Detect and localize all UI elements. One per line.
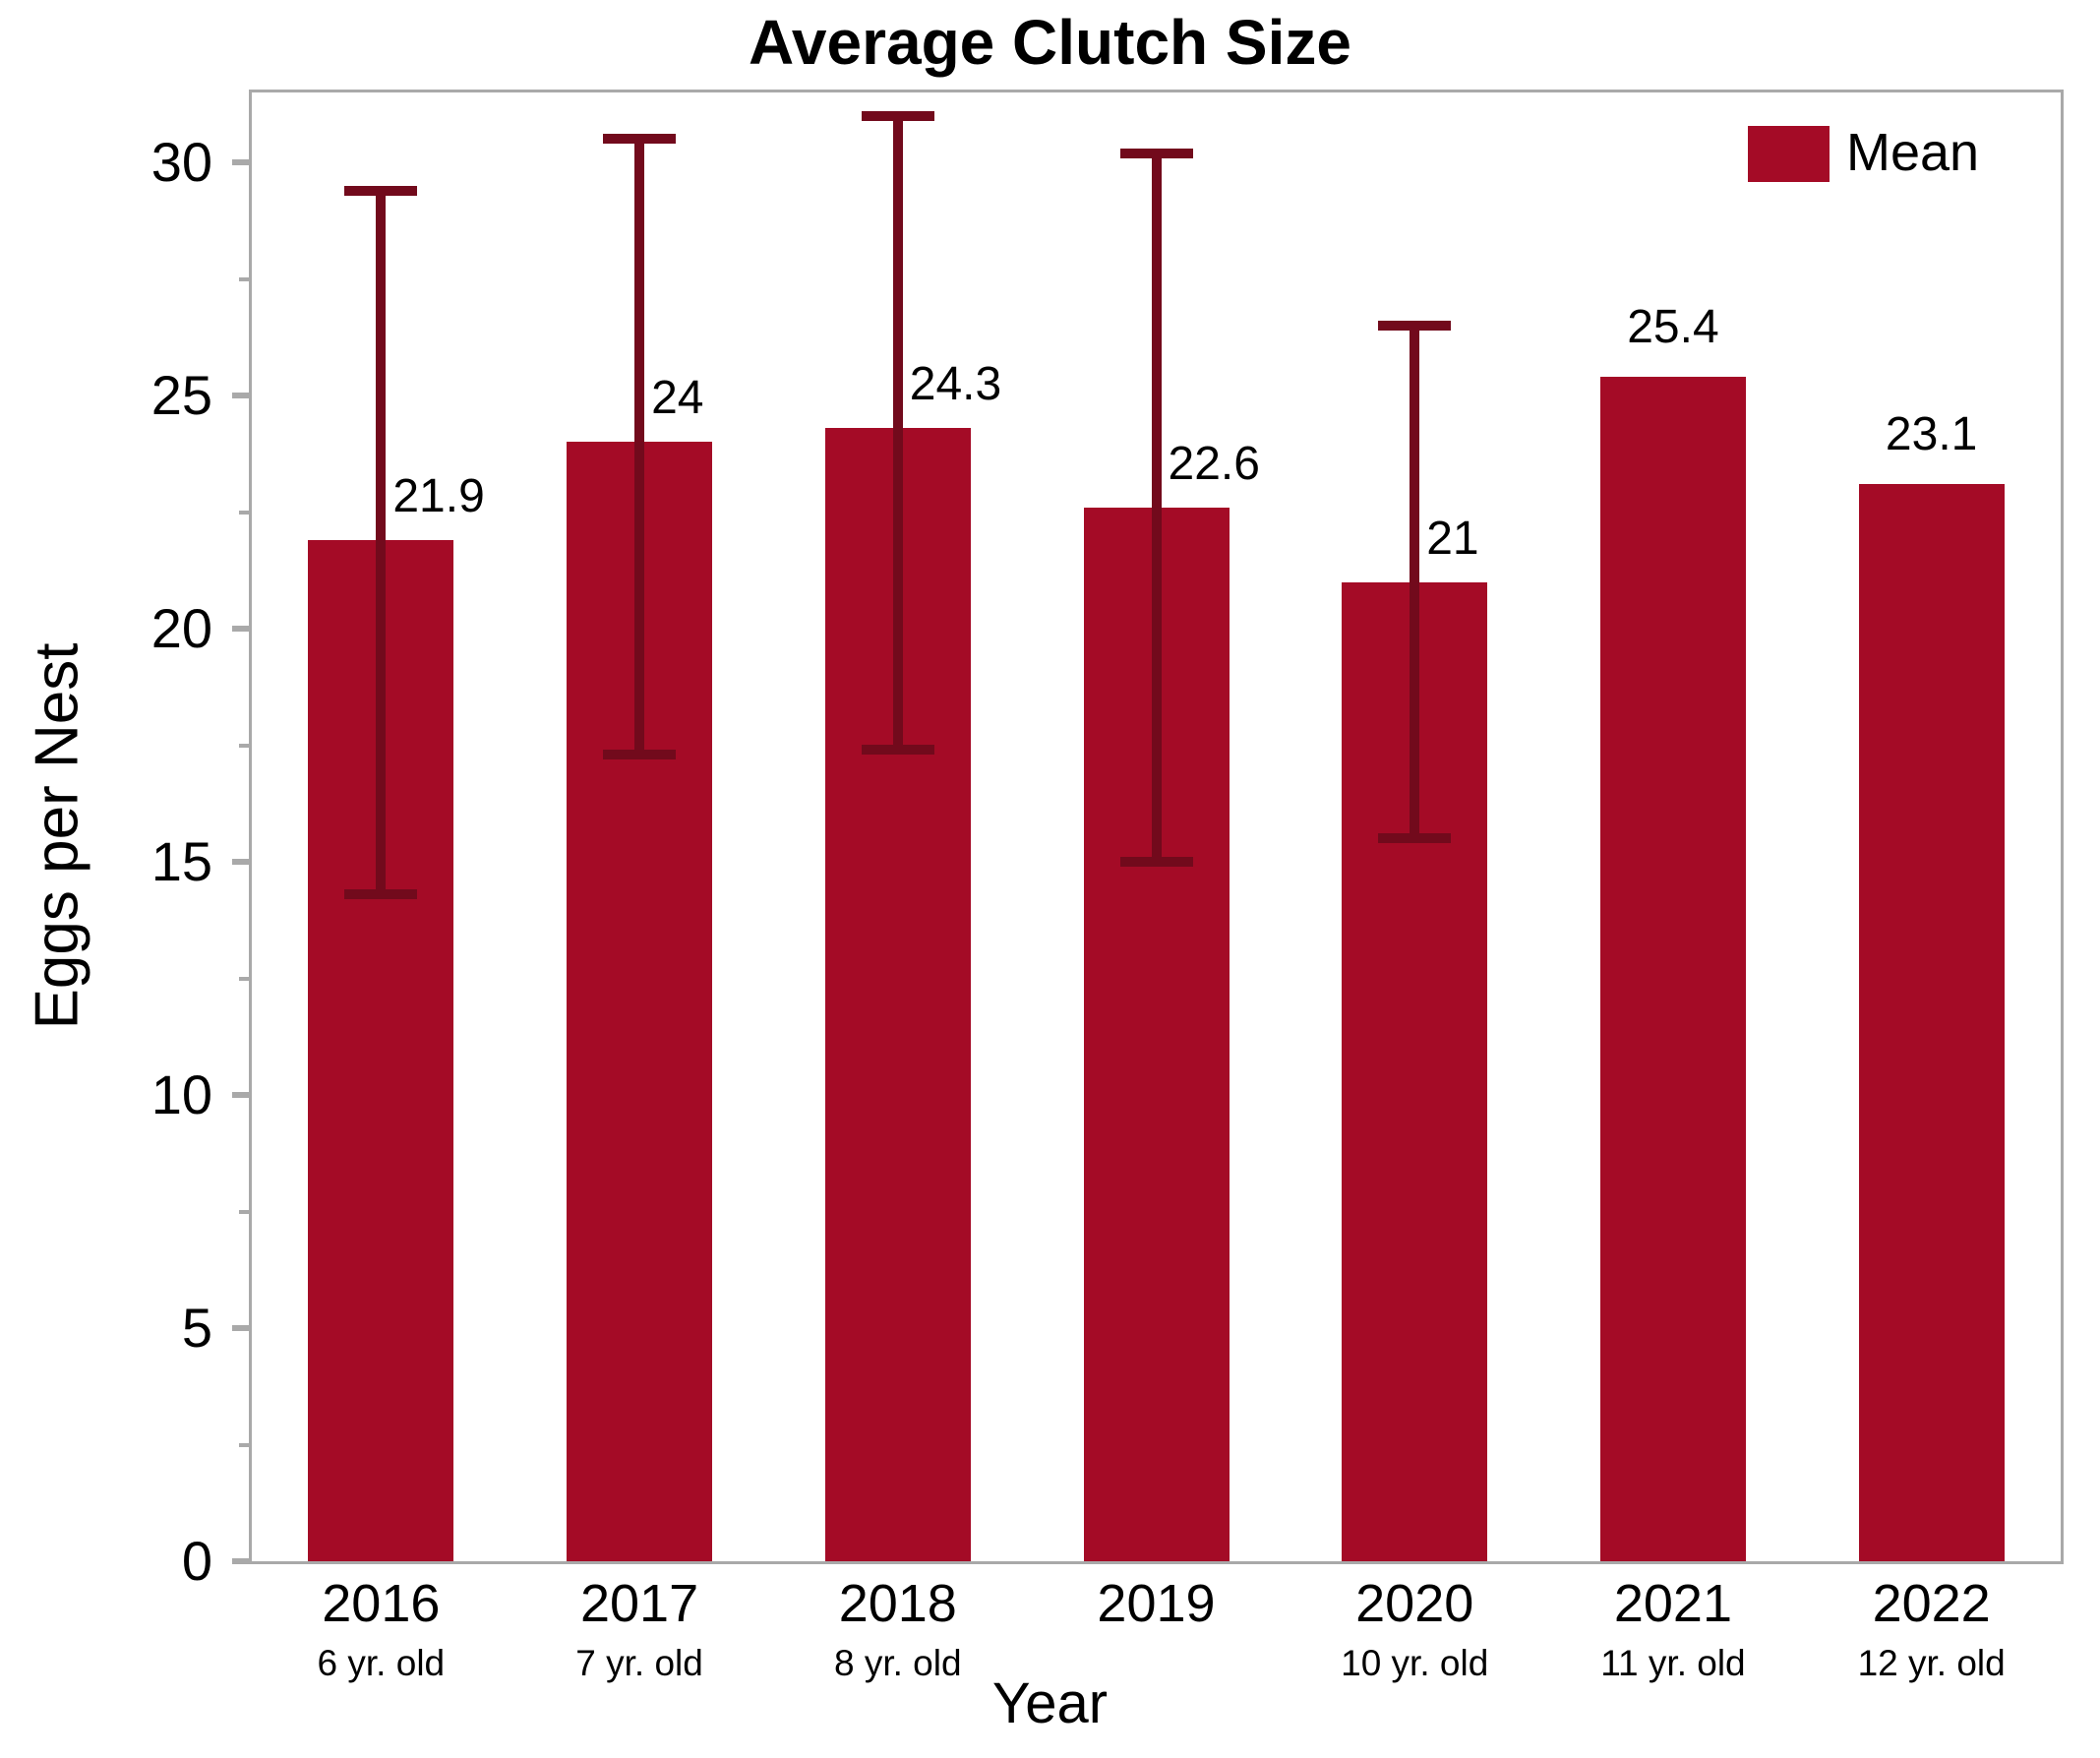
y-tick-10 — [232, 1092, 252, 1099]
y-minor-tick-22.5 — [239, 510, 252, 515]
x-tick-2021: 2021 — [1613, 1574, 1732, 1633]
y-minor-tick-12.5 — [239, 976, 252, 981]
plot-border — [249, 90, 2064, 1564]
error-bar-stem-2019 — [1151, 152, 1162, 863]
y-tick-25 — [232, 393, 252, 399]
error-bar-top-cap-2019 — [1119, 148, 1193, 158]
x-sublabel-2017: 7 yr. old — [575, 1643, 703, 1683]
bar-2021 — [1599, 377, 1746, 1561]
x-tick-2020: 2020 — [1355, 1574, 1474, 1633]
x-sublabel-2020: 10 yr. old — [1341, 1643, 1489, 1683]
y-minor-tick-2.5 — [239, 1442, 252, 1447]
chart-title: Average Clutch Size — [749, 7, 1351, 78]
legend-swatch-icon — [1748, 126, 1830, 182]
legend-mean-label: Mean — [1846, 123, 1980, 182]
error-bar-stem-2020 — [1410, 325, 1420, 839]
y-minor-tick-7.5 — [239, 1209, 252, 1214]
x-tick-2017: 2017 — [579, 1574, 699, 1633]
y-tick-label-10: 10 — [150, 1063, 212, 1126]
y-minor-tick-17.5 — [239, 743, 252, 748]
y-tick-30 — [232, 159, 252, 166]
y-tick-label-30: 30 — [150, 131, 212, 194]
value-label-2016: 21.9 — [392, 470, 485, 522]
y-tick-label-5: 5 — [181, 1297, 212, 1360]
value-label-2017: 24 — [651, 372, 704, 425]
value-label-2020: 21 — [1426, 512, 1479, 565]
y-minor-tick-27.5 — [239, 276, 252, 281]
value-label-2019: 22.6 — [1168, 437, 1260, 490]
x-axis-label: Year — [991, 1671, 1109, 1735]
error-bar-bottom-cap-2020 — [1378, 833, 1452, 844]
value-label-2021: 25.4 — [1627, 301, 1719, 354]
y-tick-0 — [232, 1558, 252, 1564]
y-tick-label-20: 20 — [150, 597, 212, 660]
plot-area: 21.9 24 24.3 22.6 21 25.4 23.1 — [252, 92, 2061, 1561]
y-tick-label-0: 0 — [181, 1530, 212, 1592]
error-bar-bottom-cap-2017 — [603, 750, 677, 760]
x-sublabel-2022: 12 yr. old — [1857, 1643, 2006, 1683]
bar-2022 — [1858, 484, 2005, 1561]
error-bar-top-cap-2016 — [344, 185, 418, 196]
x-tick-2019: 2019 — [1097, 1574, 1216, 1633]
x-tick-2022: 2022 — [1872, 1574, 1991, 1633]
error-bar-stem-2016 — [376, 190, 387, 895]
y-tick-label-15: 15 — [150, 830, 212, 893]
error-bar-top-cap-2018 — [861, 110, 934, 121]
error-bar-stem-2018 — [892, 115, 903, 751]
x-sublabel-2021: 11 yr. old — [1600, 1643, 1746, 1683]
x-sublabel-2018: 8 yr. old — [833, 1643, 962, 1683]
error-bar-bottom-cap-2019 — [1119, 857, 1193, 868]
error-bar-top-cap-2020 — [1378, 320, 1452, 331]
y-tick-20 — [232, 626, 252, 633]
y-tick-5 — [232, 1325, 252, 1332]
value-label-2022: 23.1 — [1885, 408, 1978, 461]
x-tick-2018: 2018 — [838, 1574, 957, 1633]
y-tick-label-25: 25 — [150, 364, 212, 427]
x-tick-2016: 2016 — [322, 1574, 441, 1633]
error-bar-bottom-cap-2016 — [344, 889, 418, 900]
value-label-2018: 24.3 — [909, 358, 1002, 411]
error-bar-stem-2017 — [634, 139, 645, 756]
error-bar-bottom-cap-2018 — [861, 745, 934, 756]
error-bar-top-cap-2017 — [603, 134, 677, 145]
x-sublabel-2016: 6 yr. old — [317, 1643, 446, 1683]
y-tick-15 — [232, 859, 252, 866]
